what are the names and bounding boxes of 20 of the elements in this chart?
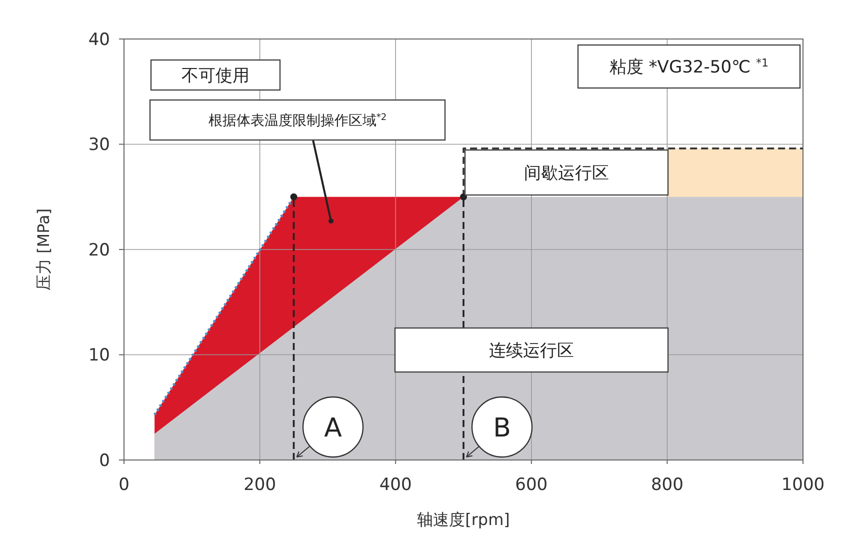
y-tick-label: 0 <box>99 450 110 471</box>
annotation: 粘度 *VG32-50℃ $^{*1}$ <box>609 56 769 78</box>
y-tick-label: 20 <box>88 240 110 260</box>
annotation: 不可使用 <box>182 66 250 86</box>
y-tick-label: 40 <box>88 30 110 50</box>
annotation: 间歇运行区 <box>524 164 609 184</box>
annotation: A <box>324 413 342 444</box>
x-tick-label: 600 <box>515 475 548 495</box>
x-tick-label: 400 <box>379 475 412 495</box>
x-tick-label: 0 <box>118 475 130 495</box>
x-tick-label: 200 <box>244 475 276 495</box>
annotation: B <box>493 413 511 444</box>
annotation: 连续运行区 <box>489 341 574 362</box>
x-tick-label: 800 <box>650 475 684 495</box>
y-tick-label: 10 <box>88 346 110 366</box>
x-axis-title: 轴速度[rpm] <box>417 510 510 529</box>
annotation: 根据体表温度限制操作区域$^{*2}$ <box>208 113 387 130</box>
y-tick-label: 30 <box>88 135 110 156</box>
y-axis-title: 压力 [MPa] <box>34 208 53 291</box>
x-tick-label: 1000 <box>781 475 825 495</box>
